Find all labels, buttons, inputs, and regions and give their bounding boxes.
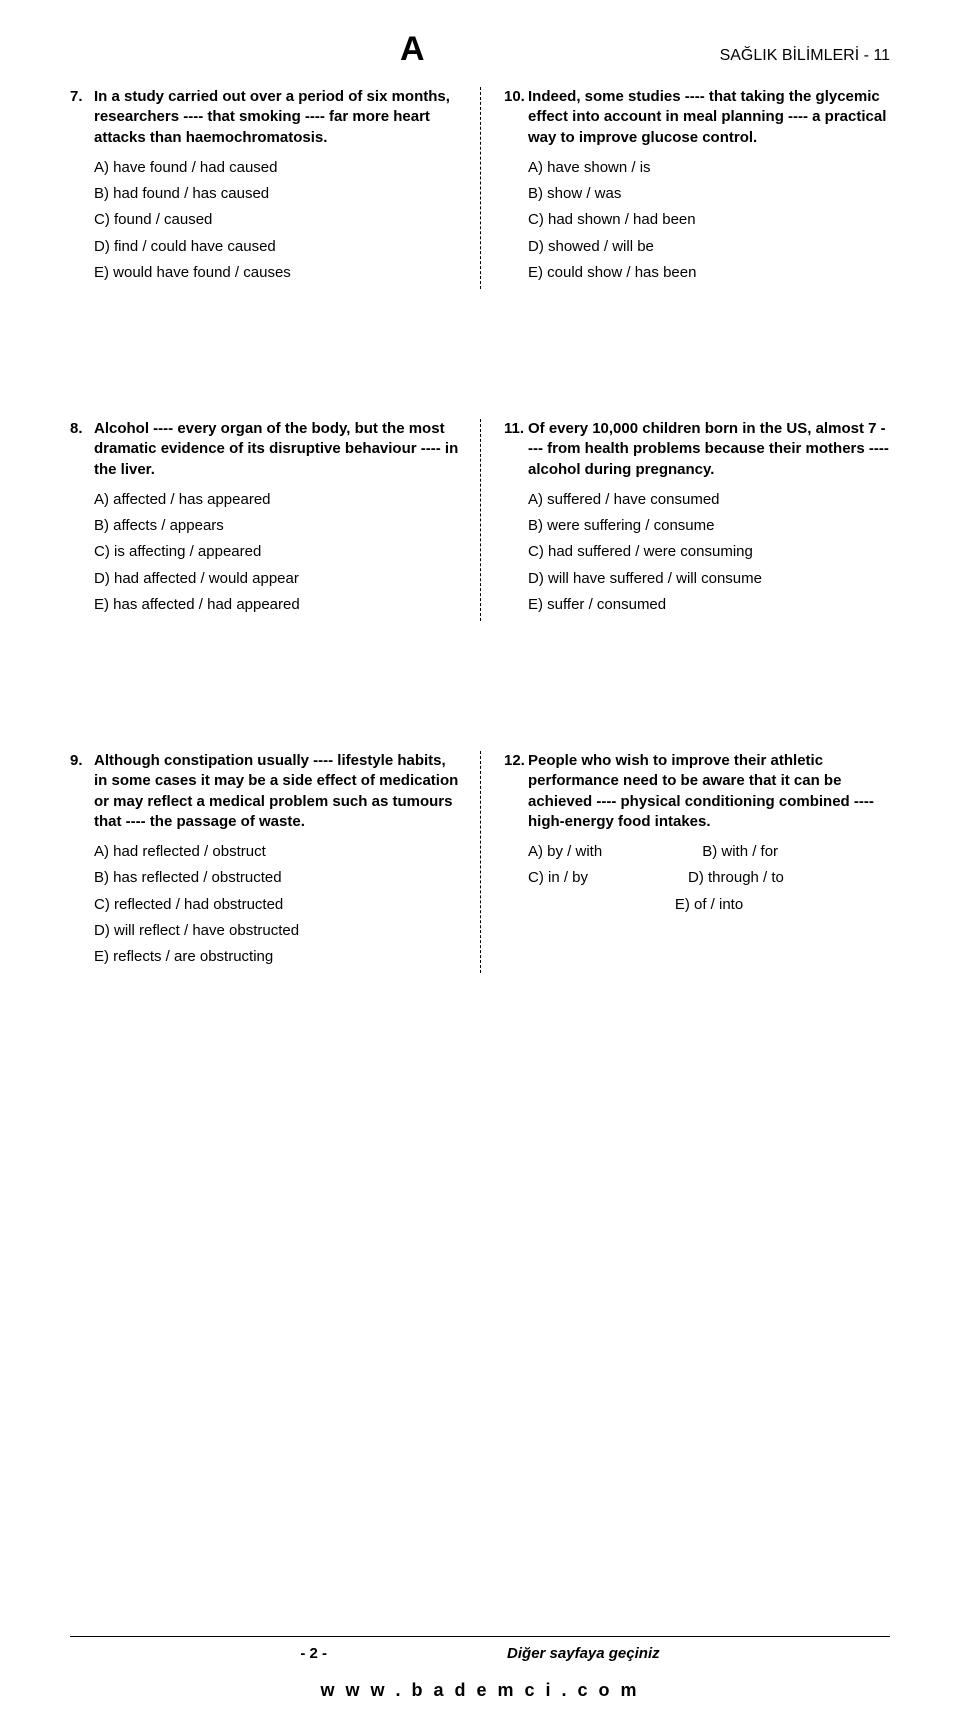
form-letter: A	[400, 30, 425, 69]
question-text: Alcohol ---- every organ of the body, bu…	[94, 419, 460, 480]
option[interactable]: A) suffered / have consumed	[528, 490, 890, 510]
question-stem: 9. Although constipation usually ---- li…	[70, 751, 460, 832]
option[interactable]: E) has affected / had appeared	[94, 595, 460, 615]
option[interactable]: D) will reflect / have obstructed	[94, 921, 460, 941]
question-stem: 10. Indeed, some studies ---- that takin…	[504, 87, 890, 148]
options-list: A) by / with B) with / for C) in / by D)…	[504, 842, 890, 915]
option[interactable]: B) with / for	[702, 842, 778, 862]
column-divider	[480, 419, 481, 621]
option[interactable]: B) were suffering / consume	[528, 516, 890, 536]
option[interactable]: E) could show / has been	[528, 263, 890, 283]
question-block: 11. Of every 10,000 children born in the…	[480, 419, 890, 621]
options-list: A) suffered / have consumed B) were suff…	[504, 490, 890, 615]
question-block: 7. In a study carried out over a period …	[70, 87, 480, 289]
option[interactable]: D) showed / will be	[528, 237, 890, 257]
question-block: 9. Although constipation usually ---- li…	[70, 751, 480, 973]
question-text: In a study carried out over a period of …	[94, 87, 460, 148]
option[interactable]: A) affected / has appeared	[94, 490, 460, 510]
question-stem: 11. Of every 10,000 children born in the…	[504, 419, 890, 480]
option[interactable]: B) affects / appears	[94, 516, 460, 536]
option[interactable]: E) suffer / consumed	[528, 595, 890, 615]
question-pair-row: 7. In a study carried out over a period …	[70, 87, 890, 289]
options-list: A) have found / had caused B) had found …	[70, 158, 460, 283]
page-number: - 2 -	[300, 1645, 327, 1662]
option[interactable]: A) by / with	[528, 842, 602, 862]
option[interactable]: E) of / into	[528, 895, 890, 915]
option[interactable]: B) had found / has caused	[94, 184, 460, 204]
question-number: 12.	[504, 751, 528, 832]
question-text: Indeed, some studies ---- that taking th…	[528, 87, 890, 148]
question-stem: 7. In a study carried out over a period …	[70, 87, 460, 148]
question-pair-row: 9. Although constipation usually ---- li…	[70, 751, 890, 973]
option[interactable]: A) had reflected / obstruct	[94, 842, 460, 862]
option[interactable]: E) reflects / are obstructing	[94, 947, 460, 967]
option[interactable]: D) will have suffered / will consume	[528, 569, 890, 589]
question-block: 8. Alcohol ---- every organ of the body,…	[70, 419, 480, 621]
question-text: People who wish to improve their athleti…	[528, 751, 890, 832]
option[interactable]: C) is affecting / appeared	[94, 542, 460, 562]
option[interactable]: E) would have found / causes	[94, 263, 460, 283]
options-list: A) have shown / is B) show / was C) had …	[504, 158, 890, 283]
option-row: A) by / with B) with / for	[528, 842, 890, 862]
option[interactable]: C) in / by	[528, 868, 588, 888]
page-footer: - 2 - Diğer sayfaya geçiniz w w w . b a …	[70, 1636, 890, 1701]
question-block: 12. People who wish to improve their ath…	[480, 751, 890, 973]
question-number: 8.	[70, 419, 94, 480]
question-stem: 8. Alcohol ---- every organ of the body,…	[70, 419, 460, 480]
question-text: Although constipation usually ---- lifes…	[94, 751, 460, 832]
option-row: C) in / by D) through / to	[528, 868, 890, 888]
option[interactable]: B) has reflected / obstructed	[94, 868, 460, 888]
question-block: 10. Indeed, some studies ---- that takin…	[480, 87, 890, 289]
options-list: A) affected / has appeared B) affects / …	[70, 490, 460, 615]
option[interactable]: D) through / to	[688, 868, 784, 888]
footer-row: - 2 - Diğer sayfaya geçiniz	[70, 1636, 890, 1662]
page-header: A SAĞLIK BİLİMLERİ - 11	[70, 30, 890, 69]
question-number: 7.	[70, 87, 94, 148]
option[interactable]: C) reflected / had obstructed	[94, 895, 460, 915]
options-list: A) had reflected / obstruct B) has refle…	[70, 842, 460, 967]
exam-page: A SAĞLIK BİLİMLERİ - 11 7. In a study ca…	[0, 0, 960, 1726]
question-number: 10.	[504, 87, 528, 148]
option[interactable]: C) found / caused	[94, 210, 460, 230]
option[interactable]: D) had affected / would appear	[94, 569, 460, 589]
question-text: Of every 10,000 children born in the US,…	[528, 419, 890, 480]
option[interactable]: C) had suffered / were consuming	[528, 542, 890, 562]
question-pair-row: 8. Alcohol ---- every organ of the body,…	[70, 419, 890, 621]
column-divider	[480, 751, 481, 973]
question-stem: 12. People who wish to improve their ath…	[504, 751, 890, 832]
option[interactable]: A) have found / had caused	[94, 158, 460, 178]
option[interactable]: B) show / was	[528, 184, 890, 204]
turn-page-text: Diğer sayfaya geçiniz	[507, 1645, 660, 1662]
question-number: 11.	[504, 419, 528, 480]
question-number: 9.	[70, 751, 94, 832]
column-divider	[480, 87, 481, 289]
content-area: 7. In a study carried out over a period …	[70, 87, 890, 1636]
option[interactable]: D) find / could have caused	[94, 237, 460, 257]
option[interactable]: A) have shown / is	[528, 158, 890, 178]
subject-title: SAĞLIK BİLİMLERİ - 11	[720, 47, 890, 65]
footer-url: w w w . b a d e m c i . c o m	[70, 1680, 890, 1701]
option[interactable]: C) had shown / had been	[528, 210, 890, 230]
